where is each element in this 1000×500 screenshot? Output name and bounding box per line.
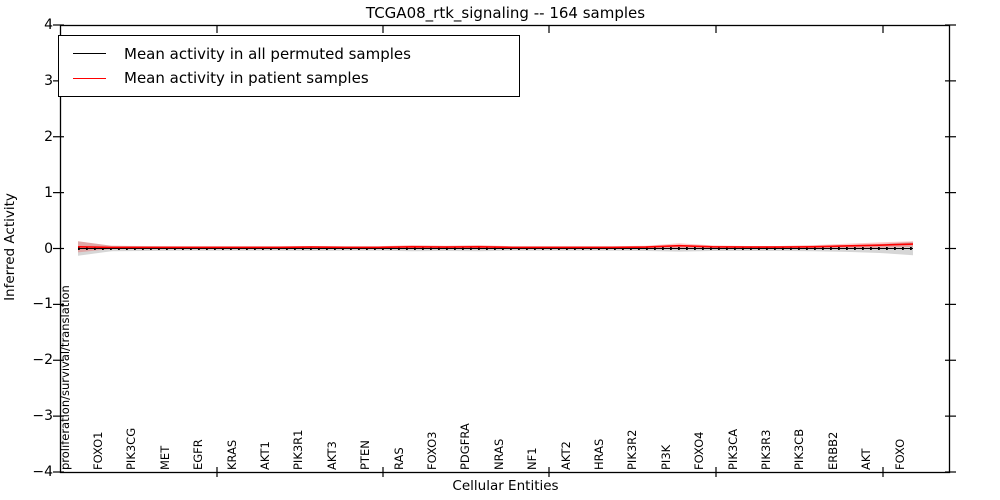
x-category-label: AKT1: [257, 441, 272, 470]
y-tick-label: −3: [32, 408, 53, 425]
y-tick-label: 0: [44, 240, 53, 257]
x-category-label: FOXO1: [90, 431, 105, 470]
x-category-label: PI3K: [658, 444, 673, 470]
x-category-label: PIK3CB: [792, 428, 807, 470]
x-category-label: KRAS: [224, 439, 239, 470]
x-category-label: EGFR: [191, 439, 206, 470]
legend-label-permuted: Mean activity in all permuted samples: [124, 44, 411, 63]
permuted-line-sample: [73, 53, 106, 55]
x-category-label: AKT3: [324, 441, 339, 470]
legend-item-patient: Mean activity in patient samples: [73, 69, 519, 87]
x-category-label: PTEN: [358, 440, 373, 470]
y-tick-label: 4: [44, 17, 53, 33]
x-category-label: NRAS: [491, 438, 506, 470]
legend: Mean activity in all permuted samples Me…: [58, 35, 520, 97]
x-category-label: ERBB2: [825, 431, 840, 470]
x-category-label: PIK3R2: [625, 429, 640, 471]
x-category-label: FOXO4: [692, 431, 707, 470]
x-category-label: proliferation/survival/translation: [57, 285, 72, 470]
x-category-label: PDGFRA: [458, 423, 473, 470]
legend-item-permuted: Mean activity in all permuted samples: [73, 45, 519, 63]
x-category-label: NF1: [525, 447, 540, 470]
x-category-label: FOXO: [892, 438, 907, 470]
x-category-label: AKT: [859, 448, 874, 470]
y-tick-label: 3: [44, 72, 53, 89]
x-category-label: PIK3CA: [725, 428, 740, 470]
x-category-label: AKT2: [558, 441, 573, 470]
x-category-label: MET: [157, 445, 172, 470]
x-category-label: PIK3R3: [758, 429, 773, 471]
x-category-label: PIK3R1: [291, 429, 306, 471]
y-tick-label: −1: [32, 296, 53, 313]
chart-title: TCGA08_rtk_signaling -- 164 samples: [365, 4, 646, 22]
y-tick-label: 1: [44, 184, 53, 201]
x-category-label: PIK3CG: [124, 427, 139, 470]
x-axis-label: Cellular Entities: [452, 478, 559, 494]
legend-label-patient: Mean activity in patient samples: [124, 69, 369, 88]
x-category-label: RAS: [391, 447, 406, 470]
y-tick-label: −2: [32, 352, 53, 369]
y-tick-label: −4: [32, 464, 53, 480]
y-tick-label: 2: [44, 128, 53, 145]
x-category-label: FOXO3: [424, 431, 439, 470]
patient-line-sample: [73, 77, 106, 79]
x-category-label: HRAS: [591, 438, 606, 470]
patient-mean-line: [77, 243, 914, 249]
